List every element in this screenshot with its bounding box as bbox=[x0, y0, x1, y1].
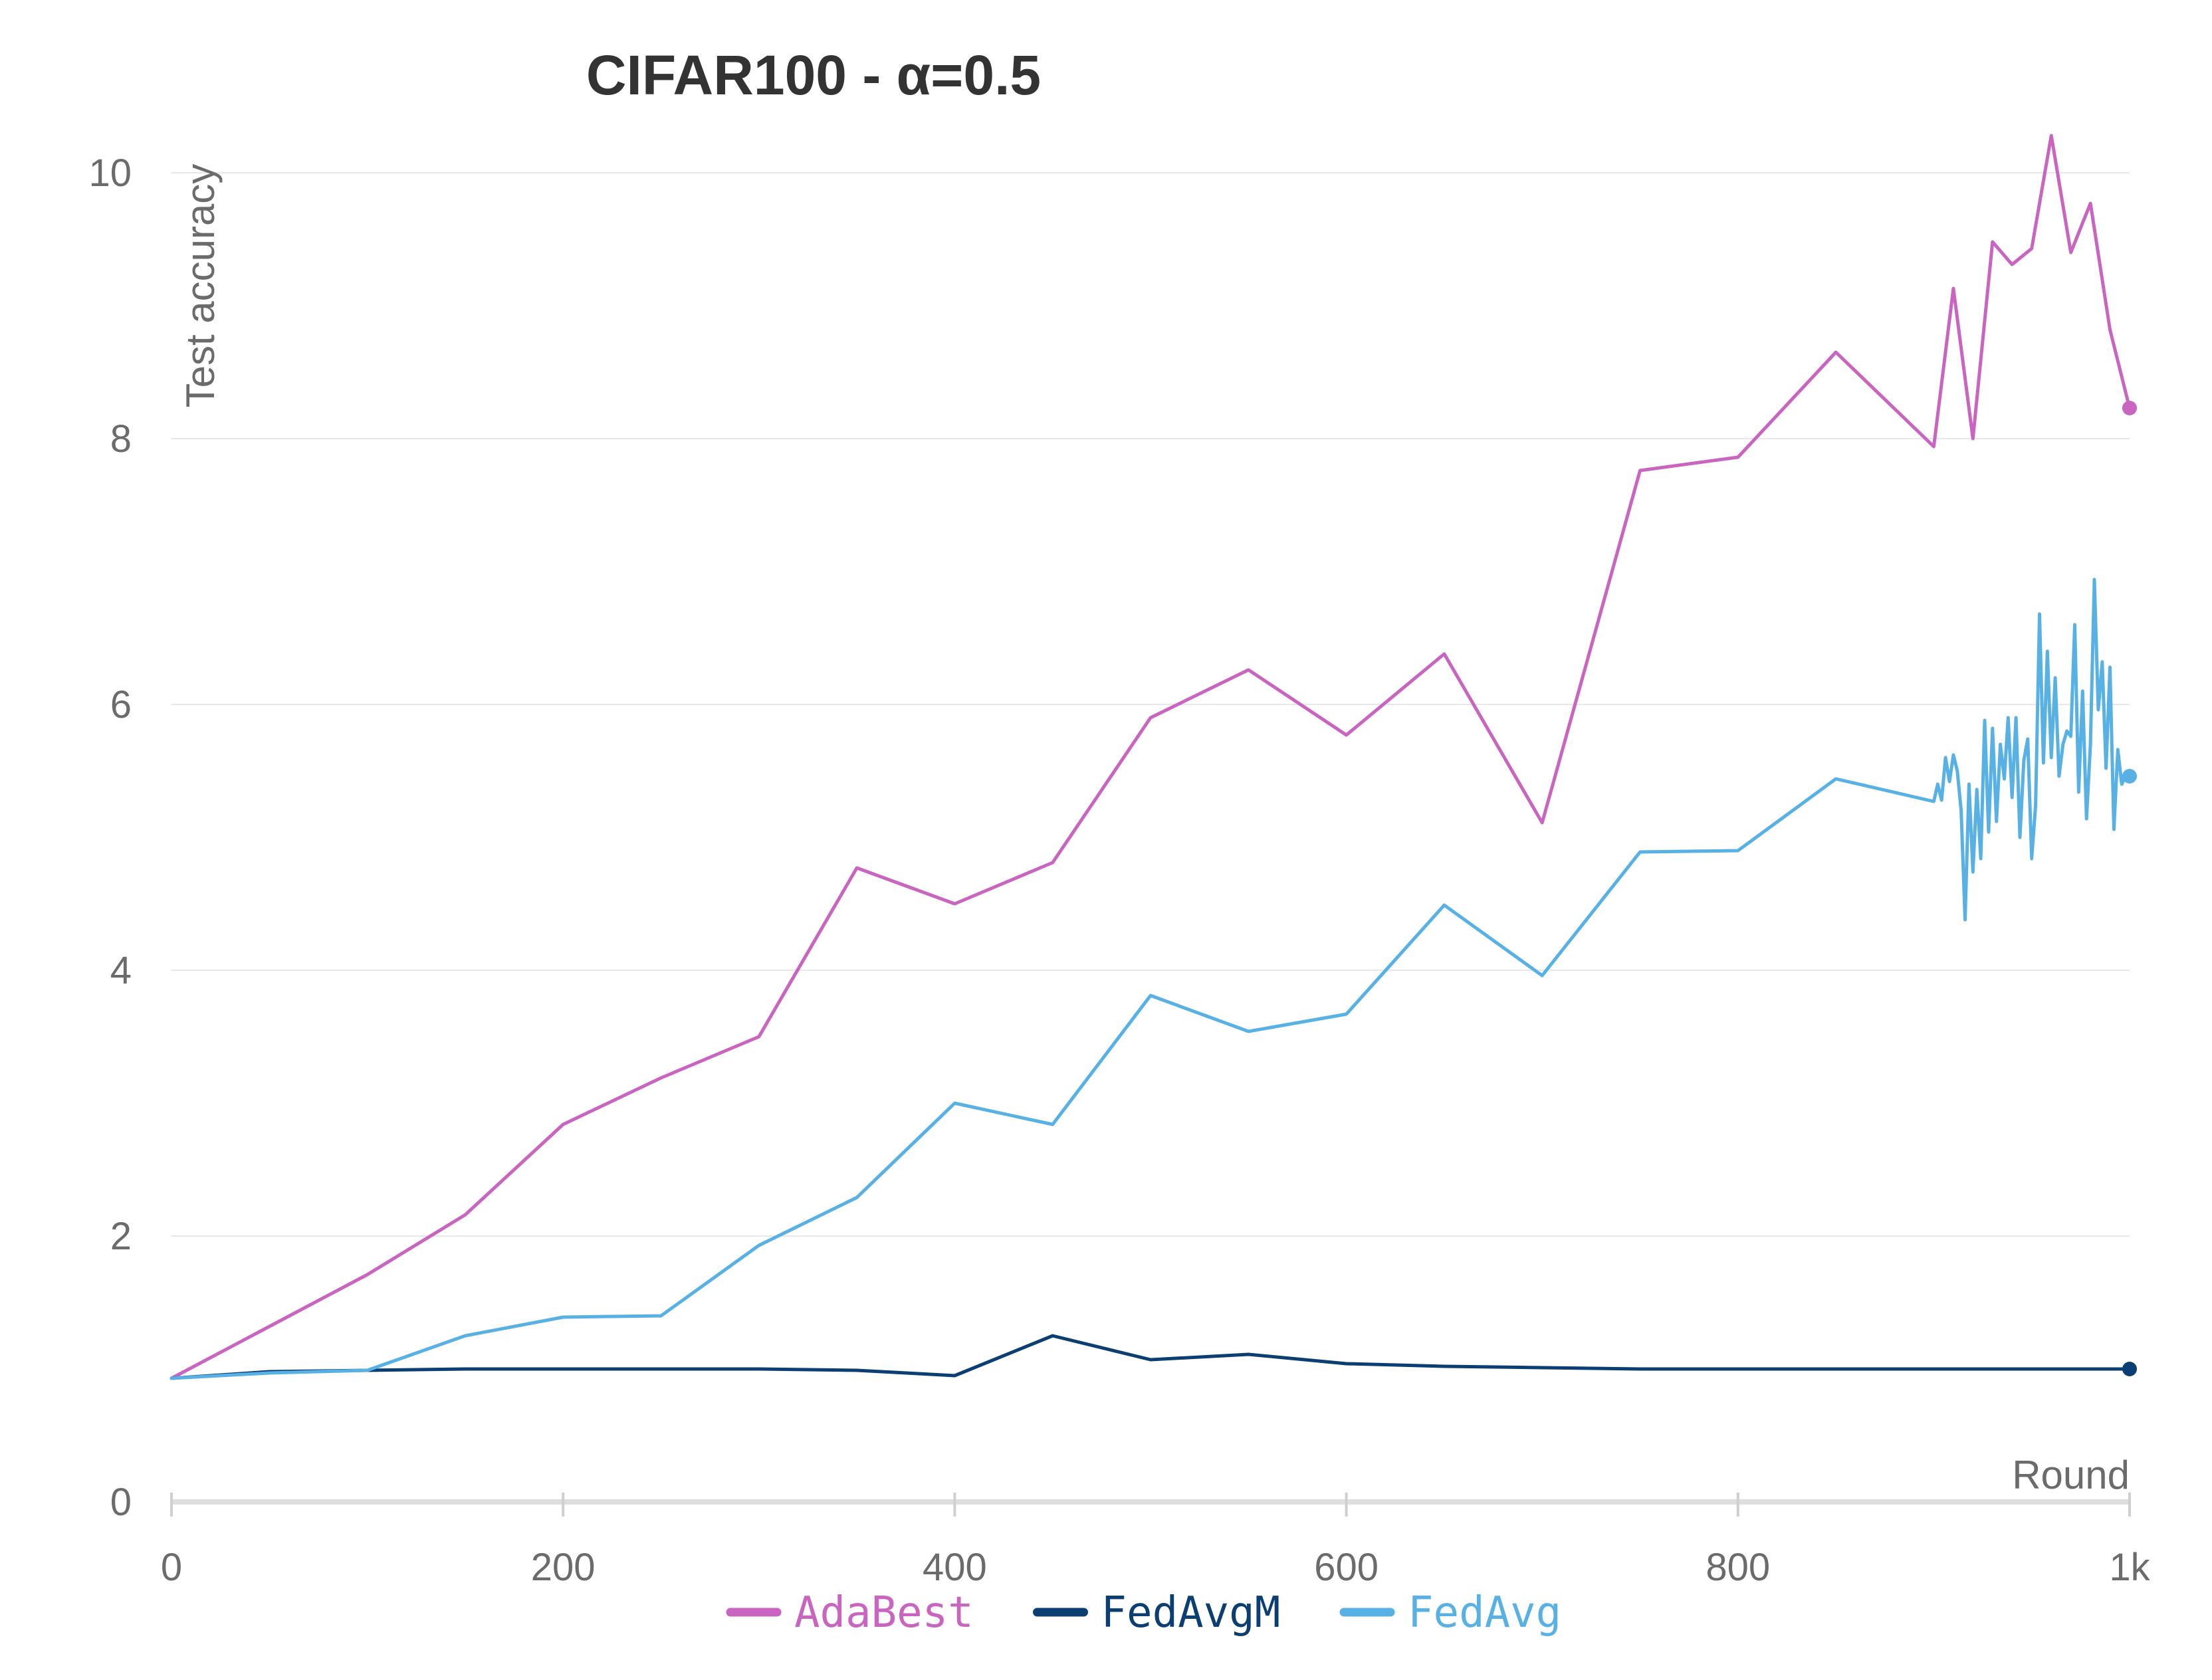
y-tick-label: 6 bbox=[110, 683, 132, 726]
y-axis-label: Test accuracy bbox=[178, 164, 223, 408]
series-layer bbox=[169, 134, 2137, 1380]
x-tick-label: 1k bbox=[2109, 1546, 2150, 1589]
y-tick-label: 8 bbox=[110, 417, 132, 461]
series-line-fedavgm bbox=[169, 1334, 2132, 1380]
series-end-marker-fedavgm bbox=[2122, 1362, 2137, 1376]
x-tick-label: 400 bbox=[923, 1546, 987, 1589]
legend-label-adabest: AdaBest bbox=[794, 1588, 974, 1637]
axis-layer: 0 2 4 6 8 10 0 200 400 600 800 1k bbox=[88, 152, 2150, 1589]
x-tick-label: 200 bbox=[531, 1546, 596, 1589]
chart-title: CIFAR100 - α=0.5 bbox=[586, 44, 1041, 106]
legend: AdaBest FedAvgM FedAvg bbox=[726, 1588, 1561, 1637]
y-tick-label: 10 bbox=[88, 152, 132, 195]
x-tick-label: 800 bbox=[1706, 1546, 1770, 1589]
series-end-marker-fedavg bbox=[2122, 769, 2137, 784]
y-tick-label: 0 bbox=[110, 1481, 132, 1524]
series-end-marker-adabest bbox=[2122, 401, 2137, 415]
series-line-adabest bbox=[169, 134, 2132, 1380]
x-tick-label: 600 bbox=[1314, 1546, 1379, 1589]
series-line-fedavg bbox=[169, 578, 2132, 1380]
y-tick-label: 2 bbox=[110, 1215, 132, 1258]
x-tick-label: 0 bbox=[161, 1546, 182, 1589]
legend-label-fedavgm: FedAvgM bbox=[1101, 1588, 1281, 1637]
legend-label-fedavg: FedAvg bbox=[1408, 1588, 1561, 1637]
y-tick-label: 4 bbox=[110, 949, 132, 992]
grid-layer bbox=[171, 172, 2130, 1237]
x-axis-label: Round bbox=[2012, 1453, 2130, 1497]
